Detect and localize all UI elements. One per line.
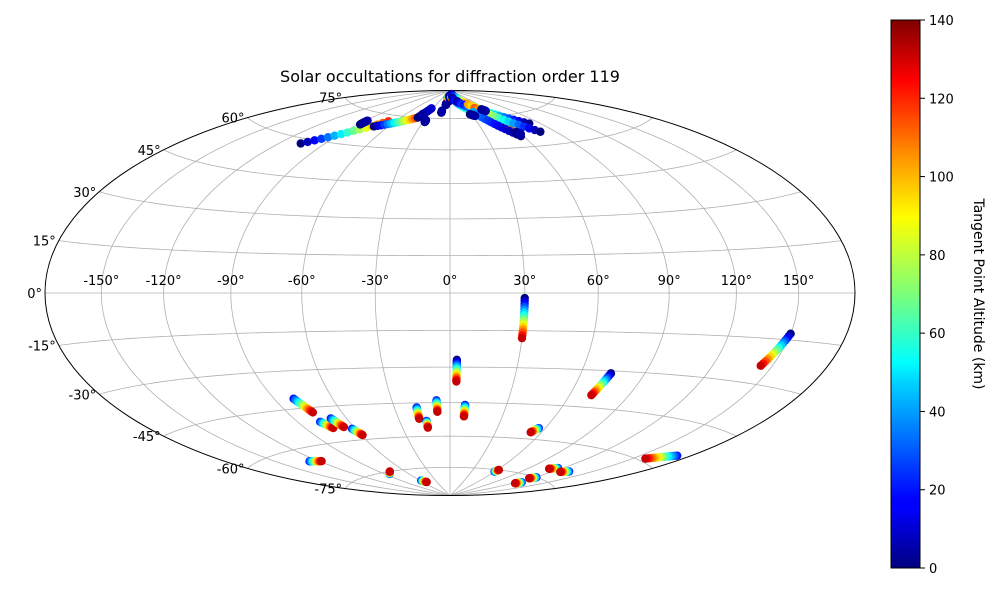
lon-tick-label: 90° bbox=[658, 274, 681, 289]
colorbar-ticks: 0 20 40 60 80 100 120 140 bbox=[920, 14, 954, 577]
colorbar-tick-label: 40 bbox=[929, 405, 946, 420]
occultation-point bbox=[510, 479, 520, 488]
lat-tick-label: -75° bbox=[314, 483, 342, 498]
occultation-point bbox=[641, 454, 650, 463]
occultation-point bbox=[317, 134, 326, 143]
lon-tick-label: -30° bbox=[361, 274, 389, 289]
colorbar-tick-label: 80 bbox=[929, 249, 946, 264]
occultation-point bbox=[303, 137, 312, 147]
lat-tick-label: -30° bbox=[69, 388, 97, 403]
parallel-line bbox=[58, 240, 842, 257]
occultation-point bbox=[423, 423, 433, 432]
occultation-point bbox=[385, 467, 395, 476]
parallel-line bbox=[344, 97, 556, 120]
occultation-point bbox=[517, 333, 527, 343]
parallel-line bbox=[247, 435, 653, 469]
colorbar-tick-label: 20 bbox=[929, 484, 946, 499]
occultation-point bbox=[415, 414, 424, 424]
lat-tick-label: -60° bbox=[217, 462, 245, 477]
lon-tick-label: 0° bbox=[443, 274, 458, 289]
occultation-point bbox=[308, 408, 318, 417]
data-points bbox=[289, 89, 795, 488]
parallel-line bbox=[247, 117, 653, 151]
occultation-point bbox=[433, 407, 442, 416]
lat-tick-label: 45° bbox=[138, 144, 161, 159]
occultation-point bbox=[339, 422, 349, 432]
occultation-point bbox=[459, 412, 469, 421]
occultation-point bbox=[296, 139, 305, 148]
tick-labels: -150° -120° -90° -60° -30° 0° 30° 60° 90° 120° 150… bbox=[27, 91, 814, 497]
occultation-point bbox=[422, 477, 431, 487]
colorbar-tick-label: 0 bbox=[929, 562, 937, 577]
lat-tick-label: -45° bbox=[133, 430, 161, 445]
occultation-point bbox=[323, 133, 333, 142]
colorbar-tick-label: 100 bbox=[929, 171, 954, 186]
colorbar-label: Tangent Point Altitude (km) bbox=[970, 197, 986, 389]
lat-tick-label: 30° bbox=[73, 186, 96, 201]
colorbar bbox=[890, 19, 921, 569]
lat-tick-label: -15° bbox=[28, 339, 56, 354]
lat-tick-label: 60° bbox=[221, 112, 244, 127]
occultation-point bbox=[310, 136, 319, 145]
graticule bbox=[45, 90, 855, 496]
parallel-line bbox=[163, 149, 737, 184]
parallel-line bbox=[99, 366, 801, 395]
occultation-point bbox=[363, 116, 372, 125]
lon-tick-label: 150° bbox=[783, 274, 814, 289]
chart-title: Solar occultations for diffraction order… bbox=[280, 67, 620, 86]
lon-tick-label: 60° bbox=[587, 274, 610, 289]
occultation-point bbox=[317, 457, 326, 466]
occultation-point bbox=[452, 377, 461, 386]
lon-tick-label: -150° bbox=[83, 274, 119, 289]
lon-tick-label: 120° bbox=[721, 274, 752, 289]
parallel-line bbox=[58, 329, 842, 346]
colorbar-tick-label: 140 bbox=[929, 14, 954, 29]
occultation-point bbox=[516, 129, 526, 139]
lon-tick-label: -60° bbox=[288, 274, 316, 289]
lat-tick-label: 0° bbox=[27, 287, 42, 302]
colorbar-tick-label: 60 bbox=[929, 327, 946, 342]
occultation-point bbox=[526, 428, 535, 437]
lat-tick-label: 15° bbox=[33, 235, 56, 250]
occultation-point bbox=[418, 109, 428, 119]
occultation-point bbox=[556, 467, 565, 477]
occultation-point bbox=[358, 430, 367, 440]
occultation-point bbox=[587, 390, 596, 400]
occultation-point bbox=[481, 106, 490, 116]
parallel-line bbox=[163, 402, 737, 437]
colorbar-tick-label: 120 bbox=[929, 92, 954, 107]
occultation-point bbox=[421, 115, 431, 125]
occultation-point bbox=[427, 104, 436, 113]
lon-tick-label: 30° bbox=[513, 274, 536, 289]
lat-tick-label: 75° bbox=[319, 91, 342, 106]
lon-tick-label: -120° bbox=[146, 274, 182, 289]
occultation-point bbox=[470, 111, 480, 121]
occultation-point bbox=[494, 465, 504, 475]
occultation-point bbox=[330, 131, 339, 140]
occultation-point bbox=[756, 361, 765, 370]
parallel-line bbox=[99, 191, 801, 220]
occultation-point bbox=[544, 464, 554, 473]
occultation-point bbox=[536, 127, 545, 136]
lon-tick-label: -90° bbox=[217, 274, 245, 289]
occultation-point bbox=[336, 129, 346, 139]
occultation-point bbox=[524, 474, 534, 483]
